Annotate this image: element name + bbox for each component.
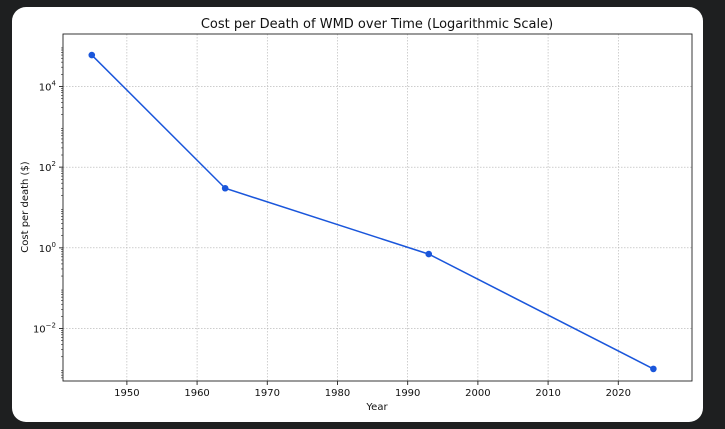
x-tick-label: 2000: [465, 388, 490, 399]
y-tick-label: 100: [39, 241, 56, 255]
x-axis-label: Year: [365, 402, 388, 413]
series-line: [91, 54, 654, 370]
y-tick-label: 10−2: [33, 322, 56, 336]
data-point: [88, 51, 96, 59]
x-tick-label: 1950: [114, 388, 139, 399]
chart-title: Cost per Death of WMD over Time (Logarit…: [201, 17, 553, 32]
series-layer: [88, 51, 657, 373]
y-axis-label: Cost per death ($): [20, 161, 31, 253]
x-tick-label: 1970: [255, 388, 280, 399]
x-axis: 1950 1960 1970 1980 1990 2000 2010 2020: [114, 381, 631, 399]
grid: [63, 34, 692, 381]
data-point: [425, 250, 433, 258]
y-tick-label: 104: [39, 79, 57, 93]
y-tick-label: 102: [39, 160, 56, 174]
x-tick-label: 2020: [606, 388, 631, 399]
data-point: [221, 184, 229, 192]
y-axis: 10−2 100 102 104: [33, 47, 63, 379]
x-tick-label: 1980: [325, 388, 350, 399]
x-tick-label: 1960: [184, 388, 209, 399]
x-tick-label: 2010: [535, 388, 560, 399]
plot-area: [62, 33, 693, 382]
data-point: [650, 365, 657, 373]
x-tick-label: 1990: [395, 388, 420, 399]
